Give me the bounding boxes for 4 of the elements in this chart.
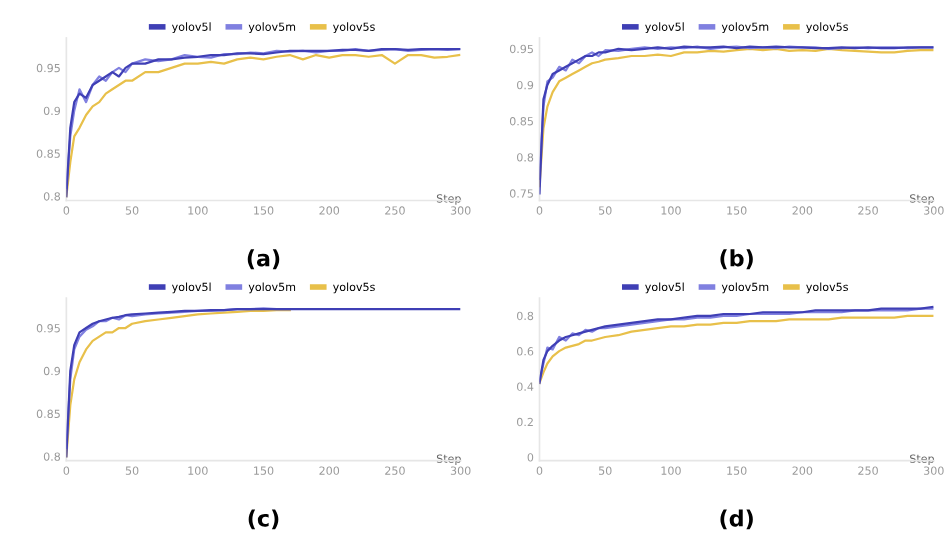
text: (d) (720, 509, 753, 530)
text: (c) (248, 509, 279, 530)
text: (b) (720, 249, 753, 270)
text: (a) (247, 249, 280, 270)
